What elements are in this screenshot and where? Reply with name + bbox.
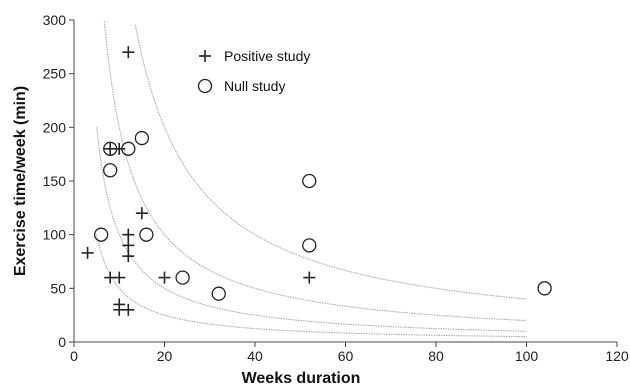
x-tick-label: 40: [247, 348, 263, 364]
legend-plus-marker: [199, 50, 211, 62]
legend-plus-shape: [199, 50, 211, 62]
null-study-point: [94, 227, 109, 242]
y-tick-label: 150: [43, 173, 67, 189]
null-study-point: [103, 163, 118, 178]
positive-study-point: [158, 271, 171, 284]
positive-study-point: [122, 239, 135, 252]
y-tick-label: 100: [43, 227, 67, 243]
null-study-point: [302, 238, 317, 253]
x-tick-label: 120: [605, 348, 629, 364]
y-axis: 0 50 100 150 200 250 300: [43, 12, 75, 350]
reference-curve: [134, 24, 527, 300]
null-study-point: [134, 130, 150, 146]
legend-item-positive: Positive study: [199, 48, 310, 64]
positive-study-point: [113, 271, 126, 284]
reference-curve: [96, 127, 527, 332]
null-study-point: [103, 141, 118, 156]
null-study-point: [211, 286, 226, 301]
x-tick-label: 60: [338, 348, 354, 364]
null-study-point: [139, 227, 154, 242]
positive-study-point: [303, 271, 316, 284]
positive-study-point: [113, 142, 126, 155]
x-axis: 0 20 40 60 80 100 120: [70, 341, 629, 364]
positive-study-point: [135, 207, 148, 220]
y-tick-label: 300: [43, 12, 67, 28]
positive-study-point: [122, 46, 135, 59]
y-tick-label: 200: [43, 119, 67, 135]
positive-study-point: [122, 228, 135, 241]
x-tick-label: 20: [157, 348, 173, 364]
legend-label-positive: Positive study: [224, 48, 310, 64]
legend-item-null: Null study: [197, 78, 285, 94]
legend-circle-shape: [197, 78, 213, 94]
reference-curve: [103, 21, 527, 322]
data-markers: [81, 46, 552, 316]
legend: Positive study Null study: [197, 48, 310, 94]
legend-circle-marker: [197, 78, 213, 94]
positive-study-point: [122, 250, 135, 263]
x-tick-label: 80: [428, 348, 444, 364]
positive-study-point: [81, 246, 94, 259]
x-axis-title: Weeks duration: [242, 370, 361, 387]
reference-curves: [96, 21, 527, 338]
y-axis-title: Exercise time/week (min): [12, 86, 29, 276]
null-study-point: [302, 173, 317, 189]
positive-study-point: [122, 303, 135, 316]
null-study-point: [537, 281, 552, 296]
x-tick-label: 0: [70, 348, 78, 364]
null-study-point: [121, 141, 136, 156]
y-tick-label: 250: [43, 66, 67, 82]
x-tick-label: 100: [515, 348, 539, 364]
reference-curve: [96, 234, 527, 338]
null-study-point: [175, 270, 190, 285]
legend-label-null: Null study: [224, 78, 285, 94]
y-tick-label: 50: [50, 280, 66, 296]
y-tick-label: 0: [58, 334, 66, 350]
